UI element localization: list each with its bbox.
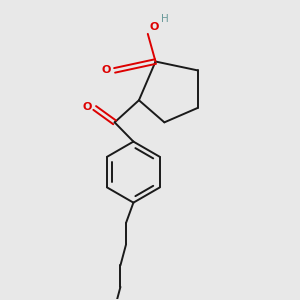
Text: O: O: [102, 65, 111, 75]
Text: H: H: [160, 14, 168, 25]
Text: O: O: [149, 22, 159, 32]
Text: O: O: [82, 102, 92, 112]
